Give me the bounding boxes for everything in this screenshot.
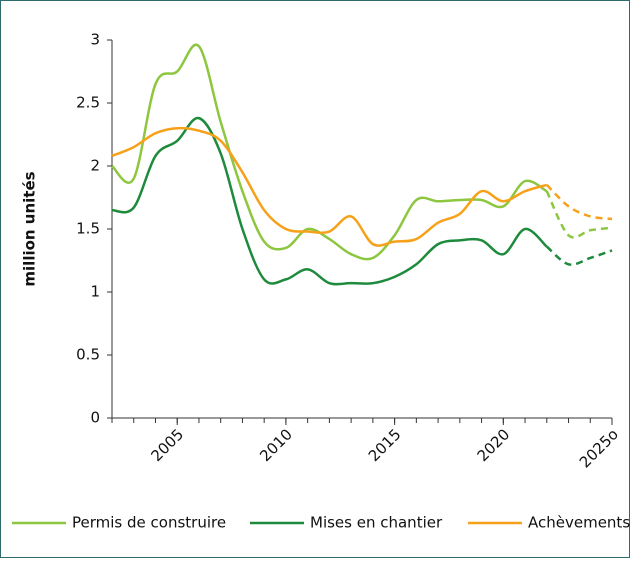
- legend-label: Achèvements: [528, 514, 630, 532]
- y-tick-label: 0.5: [76, 346, 100, 364]
- series-line: [545, 245, 613, 266]
- series-line: [111, 116, 548, 286]
- y-tick-label: 2.5: [76, 94, 100, 112]
- series-line: [111, 126, 548, 247]
- legend-label: Mises en chantier: [310, 514, 443, 532]
- y-tick-label: 0: [90, 409, 100, 427]
- y-tick-label: 1.5: [76, 220, 100, 238]
- series-line: [545, 184, 613, 221]
- y-axis-label: million unités: [21, 171, 39, 286]
- series-line: [545, 190, 613, 239]
- y-tick-label: 1: [90, 283, 100, 301]
- y-tick-label: 3: [90, 31, 100, 49]
- y-tick-label: 2: [90, 157, 100, 175]
- legend-label: Permis de construire: [72, 514, 226, 532]
